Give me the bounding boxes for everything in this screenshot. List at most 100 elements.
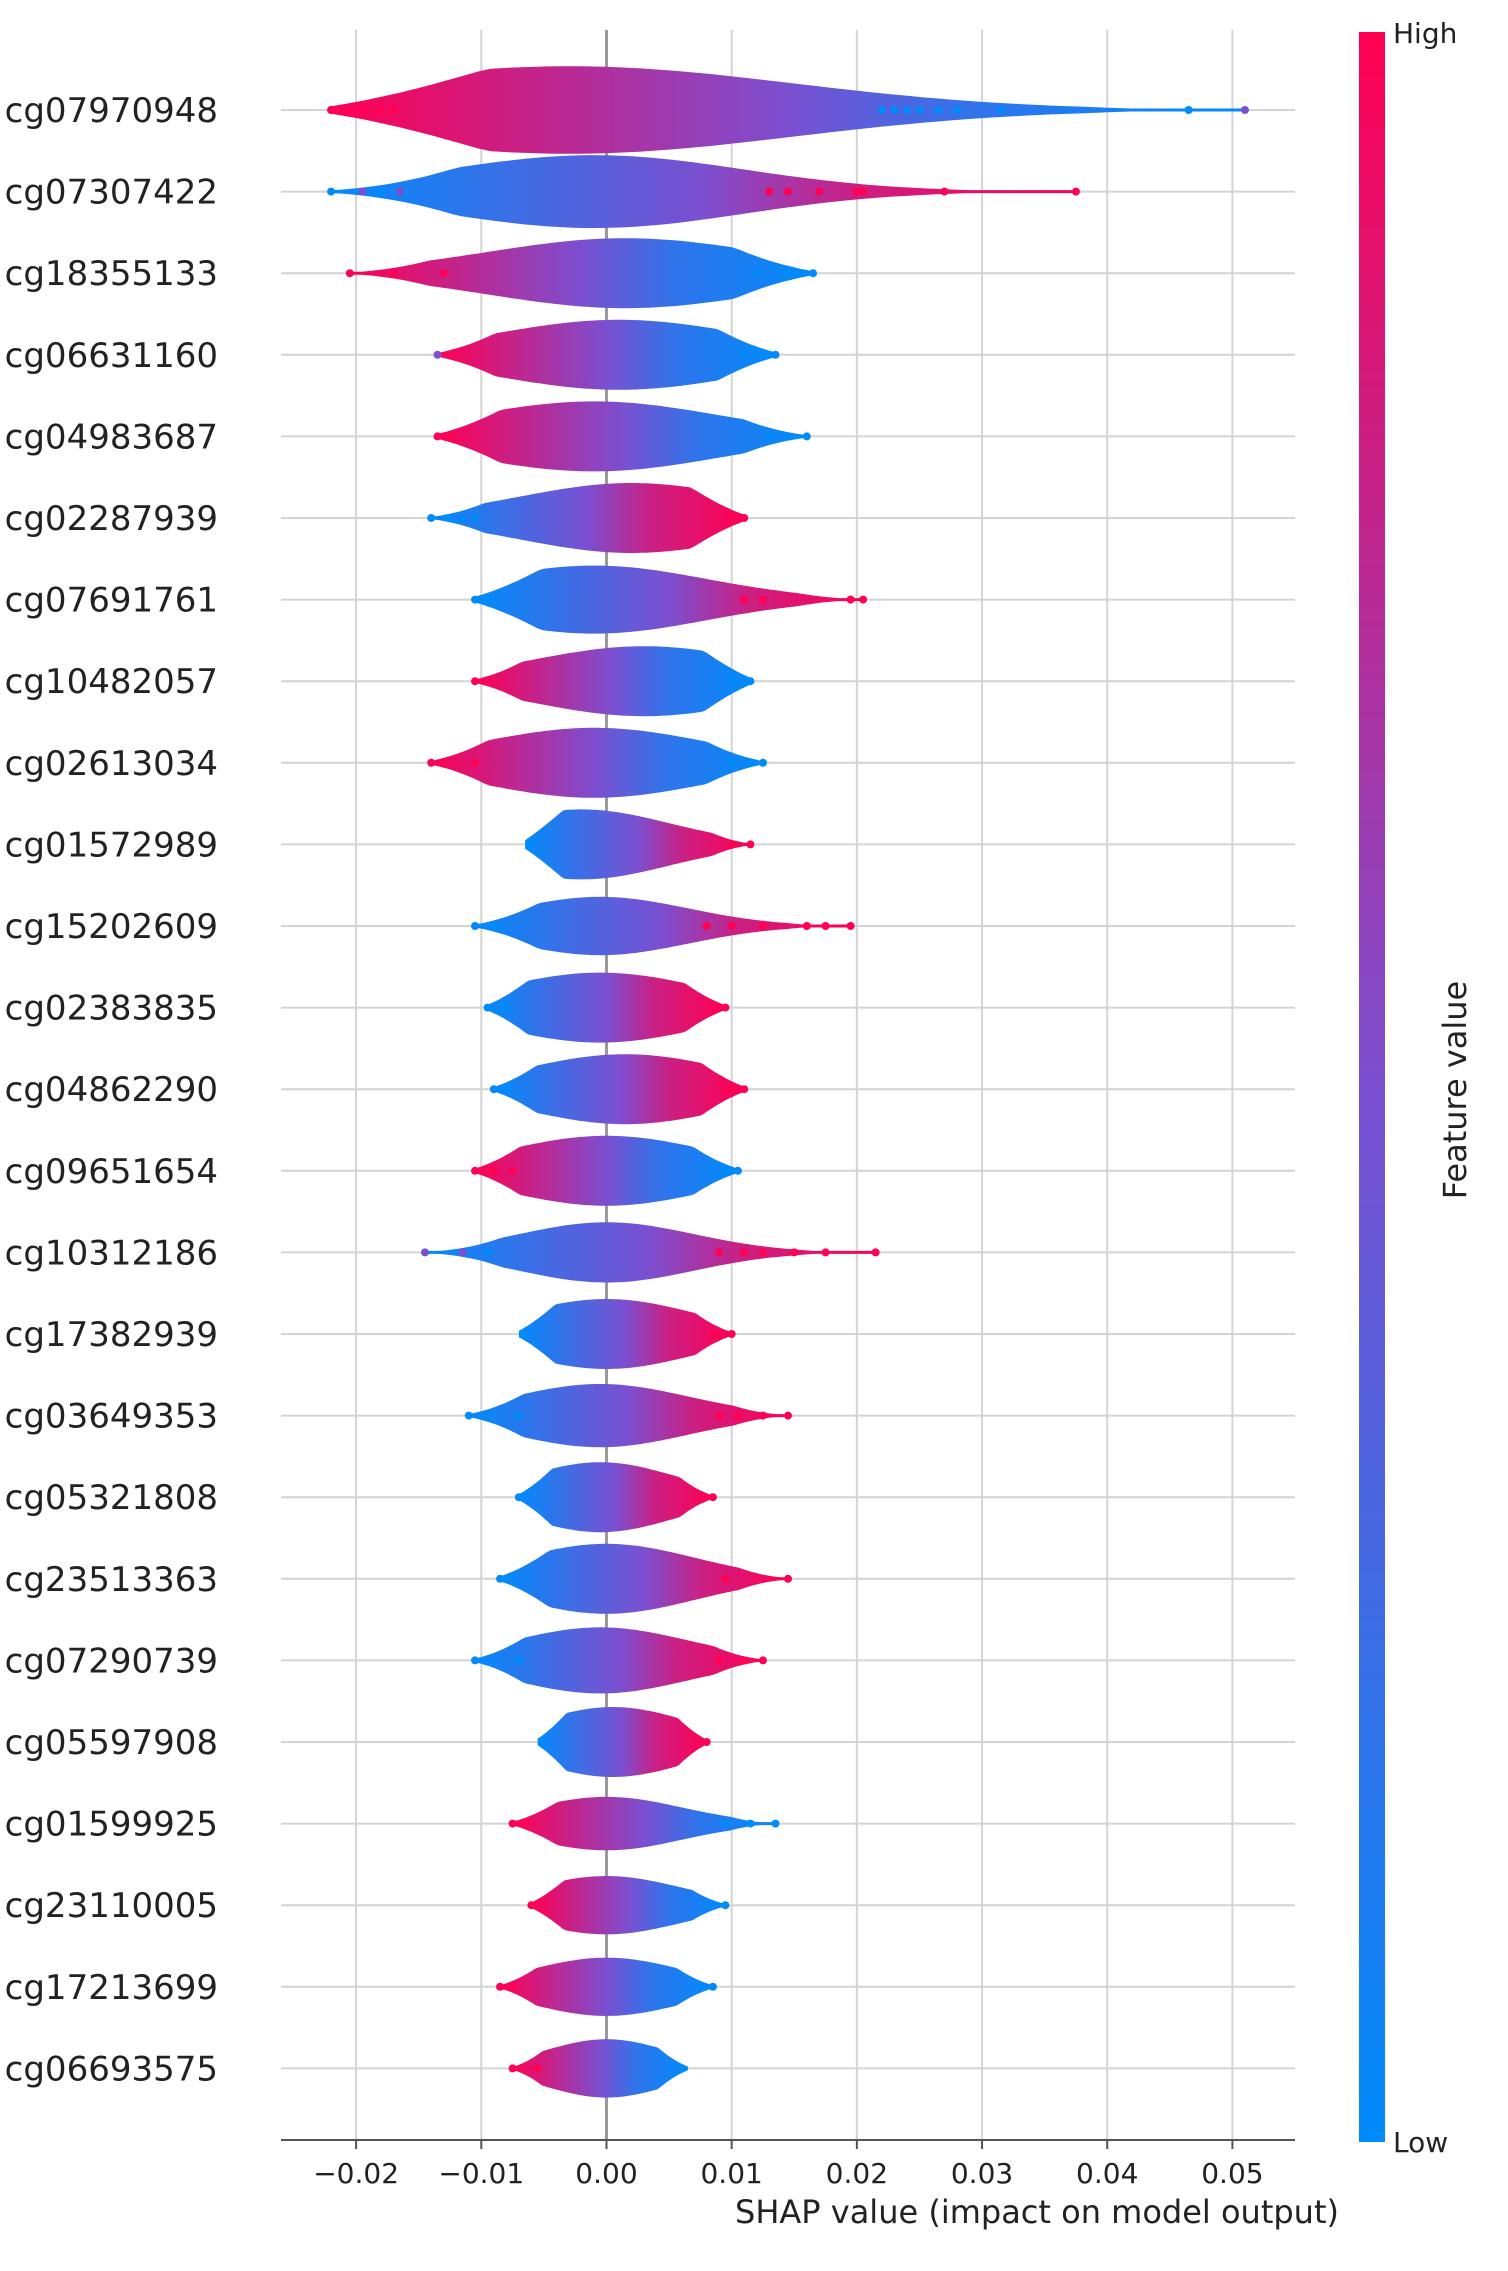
feature-label-layer: cg07970948 cg07307422 cg18355133 cg06631160… xyxy=(5,91,218,2089)
outlier-dot xyxy=(784,1411,792,1420)
feature-label: cg04983687 xyxy=(5,417,218,457)
outlier-dot xyxy=(765,187,774,196)
outlier-dot xyxy=(715,1248,724,1257)
outlier-dot xyxy=(758,1248,767,1257)
outlier-dot xyxy=(489,1085,498,1094)
violin-cg05597908 xyxy=(537,1707,707,1777)
outlier-dot xyxy=(715,1003,724,1012)
outlier-dot xyxy=(483,1248,492,1257)
outlier-dot xyxy=(740,350,749,359)
outlier-dot xyxy=(740,595,749,604)
x-tick-label: −0.02 xyxy=(313,2157,399,2190)
outlier-dot xyxy=(458,514,467,522)
feature-label: cg06693575 xyxy=(5,2049,218,2089)
colorbar: High Low Feature value xyxy=(1359,17,1474,2159)
outlier-dot xyxy=(802,922,811,930)
outlier-dot xyxy=(471,514,480,522)
outlier-dot xyxy=(746,677,755,686)
x-tick-label: 0.01 xyxy=(700,2157,762,2190)
outlier-dot xyxy=(746,1819,755,1828)
outlier-dot xyxy=(727,840,736,849)
outlier-dot xyxy=(740,1656,749,1665)
outlier-dot xyxy=(771,1819,780,1828)
x-tick-label: 0.03 xyxy=(951,2157,1013,2190)
violin-layer xyxy=(331,66,1245,2098)
outlier-dot xyxy=(727,758,736,767)
violin-cg04983687 xyxy=(437,401,807,472)
outlier-dot xyxy=(784,187,792,196)
feature-label: cg07307422 xyxy=(5,173,218,213)
outlier-dot xyxy=(1071,187,1080,196)
violin-cg03649353 xyxy=(468,1384,788,1448)
outlier-dot xyxy=(871,1248,880,1257)
outlier-dot xyxy=(377,187,386,196)
x-axis-title: SHAP value (impact on model output) xyxy=(735,2193,1339,2231)
colorbar-gradient-bar xyxy=(1359,32,1385,2142)
outlier-dot xyxy=(708,1330,717,1338)
outlier-dot xyxy=(496,1982,505,1991)
outlier-dot xyxy=(821,922,830,930)
outlier-dot xyxy=(358,187,367,196)
outlier-dot xyxy=(721,1166,730,1175)
feature-label: cg18355133 xyxy=(5,254,218,294)
outlier-dot xyxy=(721,1901,730,1910)
outlier-dot xyxy=(846,595,855,604)
feature-label: cg10312186 xyxy=(5,1233,218,1273)
feature-label: cg23110005 xyxy=(5,1886,218,1926)
violin-cg02287939 xyxy=(431,483,745,553)
violin-cg05321808 xyxy=(518,1462,713,1533)
feature-label: cg05321808 xyxy=(5,1478,218,1518)
outlier-dot xyxy=(483,595,492,604)
violin-cg01572989 xyxy=(525,809,751,880)
outlier-dot xyxy=(758,595,767,604)
outlier-dot xyxy=(940,187,949,196)
outlier-dot xyxy=(953,106,961,114)
outlier-dot xyxy=(471,677,480,686)
feature-label: cg23513363 xyxy=(5,1560,218,1600)
outlier-dot xyxy=(721,1003,730,1012)
outlier-dot xyxy=(471,1166,480,1175)
outlier-dot xyxy=(771,350,780,359)
outlier-dot xyxy=(496,1574,505,1583)
outlier-dot xyxy=(471,595,480,604)
feature-label: cg17213699 xyxy=(5,1968,218,2008)
feature-label: cg17382939 xyxy=(5,1315,218,1355)
outlier-dot xyxy=(471,922,480,930)
x-tick-label: 0.05 xyxy=(1201,2157,1263,2190)
feature-label: cg07691761 xyxy=(5,581,218,621)
outlier-dot xyxy=(758,758,767,767)
outlier-dot xyxy=(784,432,792,441)
outlier-dot xyxy=(446,514,454,522)
outlier-dot-layer xyxy=(327,106,1249,2073)
violin-cg07307422 xyxy=(331,155,1076,229)
feature-label: cg04862290 xyxy=(5,1070,218,1110)
outlier-dot xyxy=(859,595,868,604)
outlier-dot xyxy=(740,1085,749,1094)
outlier-dot xyxy=(533,2064,542,2073)
outlier-dot xyxy=(458,1248,467,1257)
outlier-dot xyxy=(802,432,811,441)
outlier-dot xyxy=(377,106,386,114)
outlier-dot xyxy=(934,106,943,114)
outlier-dot xyxy=(815,187,824,196)
outlier-dot xyxy=(483,1003,492,1012)
outlier-dot xyxy=(733,1411,742,1420)
outlier-dot xyxy=(514,1411,523,1420)
outlier-dot xyxy=(508,1982,517,1991)
outlier-dot xyxy=(721,1085,730,1094)
feature-label: cg05597908 xyxy=(5,1723,218,1763)
violin-cg07290739 xyxy=(475,1627,763,1694)
feature-label: cg01599925 xyxy=(5,1805,218,1845)
outlier-dot xyxy=(702,922,711,930)
outlier-dot xyxy=(740,514,749,522)
outlier-dot xyxy=(859,187,868,196)
outlier-dot xyxy=(915,106,924,114)
outlier-dot xyxy=(746,840,755,849)
outlier-dot xyxy=(727,922,736,930)
outlier-dot xyxy=(508,2064,517,2073)
outlier-dot xyxy=(752,269,761,278)
outlier-dot xyxy=(446,432,454,441)
outlier-dot xyxy=(727,1330,736,1338)
